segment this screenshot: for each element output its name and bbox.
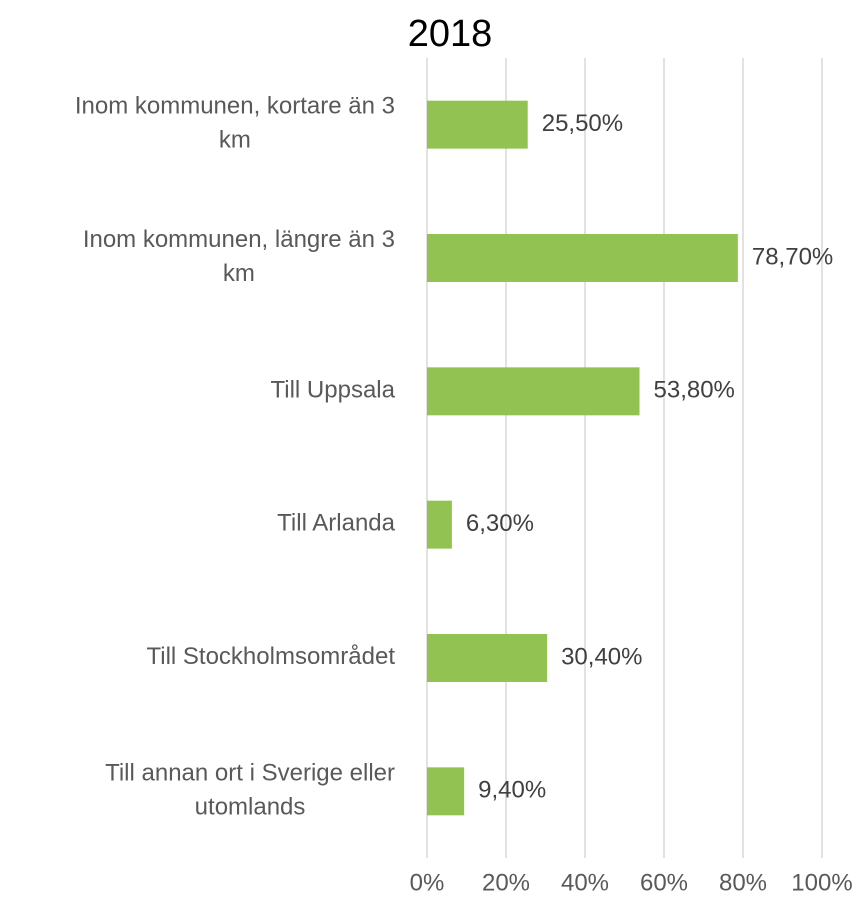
bar <box>427 634 548 682</box>
x-tick-label: 60% <box>640 869 688 896</box>
x-tick-label: 0% <box>410 869 445 896</box>
data-label: 30,40% <box>561 643 642 670</box>
data-label: 25,50% <box>542 110 623 137</box>
y-tick-label: Inom kommunen, längre än 3 km <box>83 226 395 287</box>
y-tick-label: Till Stockholmsområdet <box>146 643 395 670</box>
bar <box>427 234 738 282</box>
x-tick-label: 100% <box>791 869 852 896</box>
chart-title: 2018 <box>408 13 493 55</box>
data-label: 78,70% <box>752 243 833 270</box>
data-label: 9,40% <box>478 777 546 804</box>
x-tick-label: 40% <box>561 869 609 896</box>
y-tick-label: Till annan ort i Sverige eller utomlands <box>105 760 395 821</box>
x-tick-label: 80% <box>719 869 767 896</box>
y-tick-label: Till Uppsala <box>271 377 396 404</box>
x-tick-label: 20% <box>482 869 530 896</box>
bar <box>427 100 528 149</box>
y-tick-label: Till Arlanda <box>277 510 395 537</box>
bar <box>427 500 452 549</box>
data-label: 53,80% <box>654 377 735 404</box>
bar <box>427 767 465 816</box>
data-label: 6,30% <box>466 510 534 537</box>
y-tick-label: Inom kommunen, kortare än 3 km <box>75 93 395 154</box>
bar <box>427 367 640 416</box>
